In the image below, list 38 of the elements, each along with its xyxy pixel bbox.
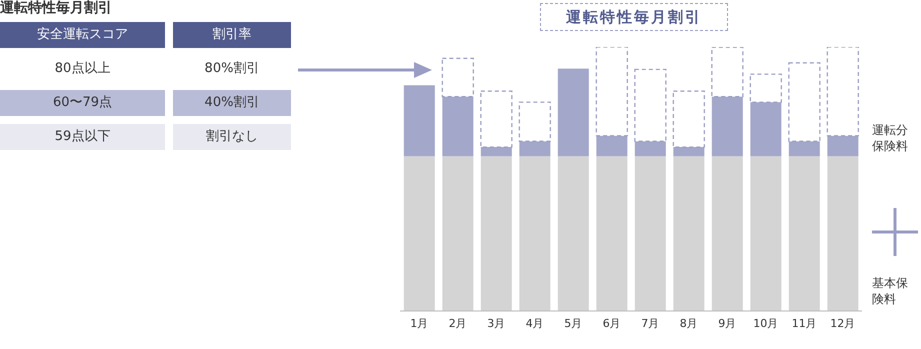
x-tick-label: 8月 [680, 316, 698, 330]
series-label: 基本保険料 [872, 274, 909, 307]
bar [712, 156, 743, 311]
text: 運転特性毎月割引 [0, 0, 113, 18]
x-tick-label: 1月 [410, 316, 428, 330]
text: 60〜79点 [0, 90, 165, 116]
chart-title: 運転特性毎月割引 [540, 3, 728, 31]
x-tick-label: 10月 [753, 316, 778, 330]
text: 80%割引 [173, 56, 291, 82]
bar [558, 156, 589, 311]
bar [827, 156, 858, 311]
x-tick-label: 11月 [792, 316, 817, 330]
bar [634, 156, 666, 311]
bar [788, 156, 820, 311]
bar [596, 156, 628, 311]
bar [750, 156, 782, 311]
x-tick-label: 12月 [830, 316, 856, 330]
x-tick-label: 9月 [718, 316, 736, 330]
text: 80点以上 [0, 56, 165, 82]
x-tick-label: 6月 [602, 316, 621, 330]
text: 安全運転スコア [0, 22, 165, 48]
x-tick-label: 2月 [448, 316, 467, 330]
bar [442, 156, 474, 311]
bar [673, 156, 704, 311]
bar [404, 156, 435, 311]
bar [480, 156, 512, 311]
text: 59点以下 [0, 124, 165, 150]
x-tick-label: 7月 [641, 316, 660, 330]
x-tick-label: 5月 [564, 316, 582, 330]
x-tick-label: 4月 [526, 316, 544, 330]
bar [558, 68, 589, 156]
bar [519, 156, 550, 311]
series-label: 運転分保険料 [872, 122, 909, 154]
x-tick-label: 3月 [487, 316, 506, 330]
text: 40%割引 [173, 90, 291, 116]
text: 割引率 [173, 22, 291, 48]
text: 割引なし [173, 124, 291, 150]
bar [404, 85, 435, 156]
